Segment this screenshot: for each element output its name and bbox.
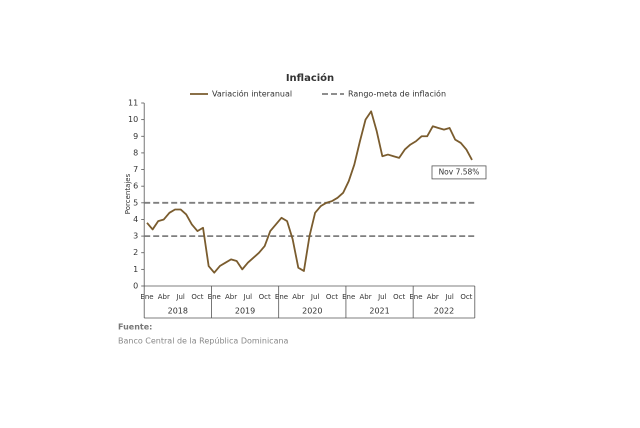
y-tick-label: 4	[133, 215, 138, 224]
legend-label: Rango-meta de inflación	[348, 89, 446, 99]
x-tick-label: Jul	[175, 293, 185, 301]
x-tick-label: Abr	[359, 293, 371, 301]
year-label: 2021	[369, 307, 389, 316]
y-tick-label: 8	[133, 148, 138, 157]
y-tick-label: 6	[133, 182, 138, 191]
y-tick-label: 10	[128, 115, 138, 124]
x-tick-label: Jul	[444, 293, 454, 301]
y-tick-label: 3	[133, 232, 138, 241]
x-tick-label: Oct	[191, 293, 203, 301]
y-tick-label: 5	[133, 198, 138, 207]
year-label: 2022	[434, 307, 454, 316]
x-tick-label: Abr	[292, 293, 304, 301]
x-tick-label: Ene	[275, 293, 288, 301]
x-tick-label: Ene	[342, 293, 355, 301]
x-tick-label: Abr	[427, 293, 439, 301]
series-line	[146, 110, 473, 274]
x-tick-label: Abr	[225, 293, 237, 301]
y-tick-label: 0	[133, 282, 138, 291]
x-tick-label: Jul	[310, 293, 320, 301]
source-text: Banco Central de la República Dominicana	[118, 337, 289, 346]
annotation-box	[431, 165, 487, 180]
y-tick-label: 11	[128, 99, 138, 108]
chart-title: Inflación	[286, 72, 334, 84]
x-tick-label: Jul	[377, 293, 387, 301]
year-label: 2018	[168, 307, 188, 316]
y-axis-label: Porcentajes	[124, 173, 132, 214]
legend-label: Variación interanual	[212, 89, 292, 99]
year-label: 2019	[235, 307, 255, 316]
x-tick-label: Ene	[409, 293, 422, 301]
x-tick-label: Oct	[393, 293, 405, 301]
y-tick-label: 7	[133, 165, 138, 174]
x-tick-label: Oct	[259, 293, 271, 301]
y-tick-label: 9	[133, 132, 138, 141]
x-tick-label: Ene	[208, 293, 221, 301]
y-tick-label: 1	[133, 265, 138, 274]
x-tick-label: Ene	[140, 293, 153, 301]
y-tick-label: 2	[133, 248, 138, 257]
x-tick-label: Abr	[158, 293, 170, 301]
year-label: 2020	[302, 307, 322, 316]
x-tick-label: Oct	[460, 293, 472, 301]
annotation: Nov 7.58%	[439, 167, 480, 176]
source-label: Fuente:	[118, 323, 152, 332]
x-tick-label: Jul	[243, 293, 253, 301]
x-tick-label: Oct	[326, 293, 338, 301]
